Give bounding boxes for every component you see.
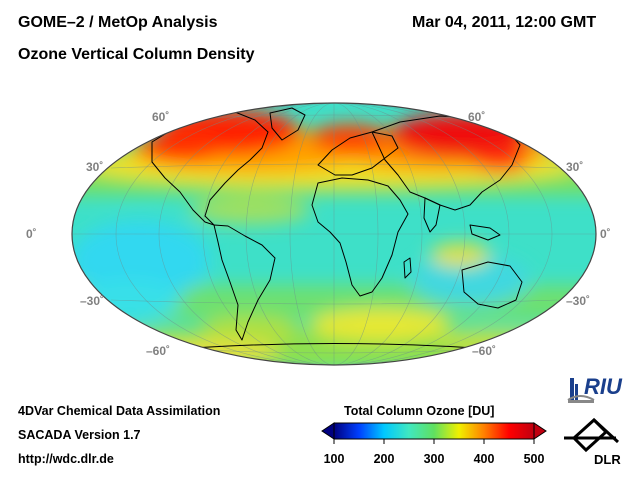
datetime-label: Mar 04, 2011, 12:00 GMT [412,14,597,31]
globe-outline [71,102,597,366]
colorbar-title: Total Column Ozone [DU] [344,404,495,418]
colorbar-tick-300: 300 [423,452,445,466]
dlr-logo: DLR [564,417,621,467]
colorbar-tick-100: 100 [323,452,345,466]
colorbar-tick-200: 200 [373,452,395,466]
lat-label-right-minus30: –30˚ [566,294,591,308]
lat-label-left-minus60: –60˚ [146,344,171,358]
lat-label-right-60: 60˚ [468,110,486,124]
colorbar-left-arrow [321,422,335,440]
footer-url: http://wdc.dlr.de [18,452,114,466]
dlr-logo-mark [564,417,620,453]
title-line-2: Ozone Vertical Column Density [18,46,255,63]
colorbar-tick-500: 500 [523,452,545,466]
lat-label-left-minus30: –30˚ [80,294,105,308]
colorbar-gradient [333,422,535,440]
footer-line-2: SACADA Version 1.7 [18,428,141,442]
colorbar-right-arrow [533,422,547,440]
colorbar [321,422,547,444]
lat-label-left-60: 60˚ [152,110,170,124]
ozone-field [72,103,596,365]
dlr-logo-text: DLR [594,452,621,467]
riu-logo-mark [567,378,595,403]
lat-label-right-0: 0˚ [600,227,611,241]
lat-label-left-0: 0˚ [26,227,37,241]
title-line-1: GOME–2 / MetOp Analysis [18,14,218,31]
footer-line-1: 4DVar Chemical Data Assimilation [18,404,221,418]
lat-label-left-30: 30˚ [86,160,104,174]
riu-logo: RIU [567,374,623,403]
colorbar-tick-400: 400 [473,452,495,466]
colorbar-ticks [333,439,535,444]
lat-label-right-30: 30˚ [566,160,584,174]
riu-logo-text: RIU [584,374,623,399]
lat-label-right-minus60: –60˚ [472,344,497,358]
